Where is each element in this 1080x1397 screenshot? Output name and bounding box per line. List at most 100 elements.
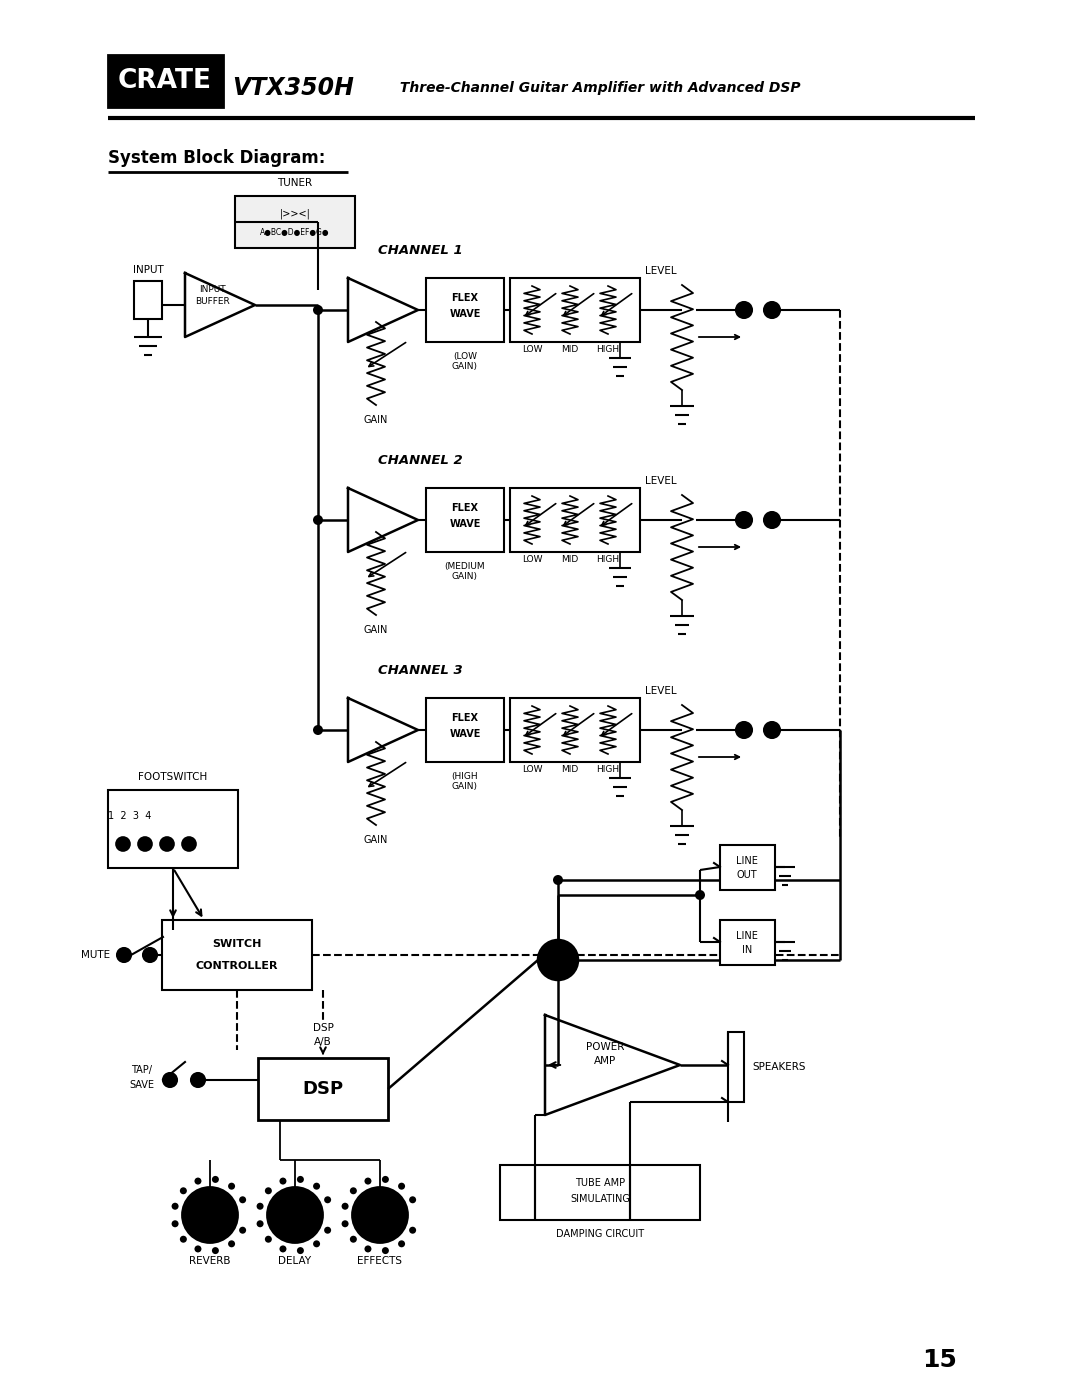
Circle shape <box>341 1220 349 1228</box>
Text: CHANNEL 3: CHANNEL 3 <box>378 664 462 676</box>
Text: LOW: LOW <box>522 764 542 774</box>
Text: SAVE: SAVE <box>130 1080 154 1090</box>
Text: GAIN): GAIN) <box>453 782 478 792</box>
Text: OUT: OUT <box>737 870 757 880</box>
Text: LEVEL: LEVEL <box>646 476 677 486</box>
Bar <box>720 845 775 890</box>
Text: 1  2  3  4: 1 2 3 4 <box>108 812 151 821</box>
Text: LEVEL: LEVEL <box>646 686 677 696</box>
Circle shape <box>212 1248 219 1255</box>
Circle shape <box>399 1183 405 1190</box>
Text: GAIN: GAIN <box>364 835 388 845</box>
Text: TUNER: TUNER <box>278 177 312 189</box>
Circle shape <box>399 1241 405 1248</box>
Circle shape <box>183 1187 238 1243</box>
Circle shape <box>212 1176 219 1183</box>
Bar <box>235 196 355 249</box>
Bar <box>162 921 312 990</box>
Circle shape <box>341 1203 349 1210</box>
Circle shape <box>696 890 705 900</box>
Text: 15: 15 <box>922 1348 958 1372</box>
Circle shape <box>324 1196 332 1203</box>
Text: HIGH: HIGH <box>596 764 620 774</box>
Bar <box>720 921 775 965</box>
Circle shape <box>160 837 174 851</box>
Circle shape <box>324 1227 332 1234</box>
Circle shape <box>553 875 563 886</box>
Circle shape <box>313 515 323 525</box>
Circle shape <box>180 1187 187 1194</box>
Circle shape <box>735 511 752 528</box>
Text: GAIN: GAIN <box>364 624 388 636</box>
Circle shape <box>117 949 131 963</box>
Circle shape <box>116 837 130 851</box>
Text: VTX350H: VTX350H <box>232 75 354 101</box>
Circle shape <box>297 1176 303 1183</box>
Text: WAVE: WAVE <box>449 309 481 319</box>
Circle shape <box>194 1246 202 1253</box>
Text: GAIN: GAIN <box>364 415 388 425</box>
Circle shape <box>228 1183 235 1190</box>
Text: AMP: AMP <box>594 1056 616 1066</box>
Text: |>><|: |>><| <box>280 208 310 219</box>
Text: MID: MID <box>562 345 579 353</box>
Text: LINE: LINE <box>737 930 758 942</box>
Circle shape <box>267 1187 323 1243</box>
Text: (HIGH: (HIGH <box>451 771 478 781</box>
Text: DSP: DSP <box>312 1023 334 1032</box>
Circle shape <box>382 1248 389 1255</box>
Circle shape <box>382 1176 389 1183</box>
Circle shape <box>364 1246 372 1253</box>
Text: SPEAKERS: SPEAKERS <box>752 1062 806 1071</box>
Circle shape <box>239 1227 246 1234</box>
Circle shape <box>180 1236 187 1243</box>
Text: INPUT: INPUT <box>199 285 226 293</box>
Text: REVERB: REVERB <box>189 1256 231 1266</box>
Circle shape <box>228 1241 235 1248</box>
Text: DSP: DSP <box>302 1080 343 1098</box>
Text: MUTE: MUTE <box>81 950 110 960</box>
Circle shape <box>280 1246 286 1253</box>
Text: HIGH: HIGH <box>596 555 620 563</box>
Circle shape <box>163 1073 177 1087</box>
Circle shape <box>313 305 323 314</box>
Text: GAIN): GAIN) <box>453 573 478 581</box>
Text: A/B: A/B <box>314 1037 332 1046</box>
Text: LEVEL: LEVEL <box>646 265 677 277</box>
Bar <box>258 1058 388 1120</box>
Text: System Block Diagram:: System Block Diagram: <box>108 149 325 168</box>
Text: BUFFER: BUFFER <box>194 298 229 306</box>
Bar <box>510 488 640 552</box>
Circle shape <box>313 725 323 735</box>
Text: LOW: LOW <box>522 345 542 353</box>
Text: Three-Channel Guitar Amplifier with Advanced DSP: Three-Channel Guitar Amplifier with Adva… <box>395 81 800 95</box>
Circle shape <box>138 837 152 851</box>
Circle shape <box>409 1196 416 1203</box>
Bar <box>426 278 504 342</box>
Bar <box>500 1165 700 1220</box>
Bar <box>134 281 162 319</box>
Text: TUBE AMP: TUBE AMP <box>575 1178 625 1187</box>
Text: (LOW: (LOW <box>453 352 477 360</box>
Text: MID: MID <box>562 764 579 774</box>
Text: SWITCH: SWITCH <box>213 939 261 949</box>
Bar <box>426 698 504 761</box>
Bar <box>108 54 222 108</box>
Text: CHANNEL 2: CHANNEL 2 <box>378 454 462 467</box>
Text: (MEDIUM: (MEDIUM <box>445 562 485 570</box>
Text: INPUT: INPUT <box>133 265 163 275</box>
Circle shape <box>409 1227 416 1234</box>
Circle shape <box>172 1203 178 1210</box>
Text: CONTROLLER: CONTROLLER <box>195 961 279 971</box>
Text: FOOTSWITCH: FOOTSWITCH <box>138 773 207 782</box>
Circle shape <box>364 1178 372 1185</box>
Circle shape <box>350 1236 356 1243</box>
Circle shape <box>194 1178 202 1185</box>
Text: DELAY: DELAY <box>279 1256 311 1266</box>
Circle shape <box>183 837 195 851</box>
Text: CRATE: CRATE <box>118 68 212 94</box>
Circle shape <box>313 1241 320 1248</box>
Text: CHANNEL 1: CHANNEL 1 <box>378 243 462 257</box>
Circle shape <box>239 1196 246 1203</box>
Circle shape <box>313 1183 320 1190</box>
